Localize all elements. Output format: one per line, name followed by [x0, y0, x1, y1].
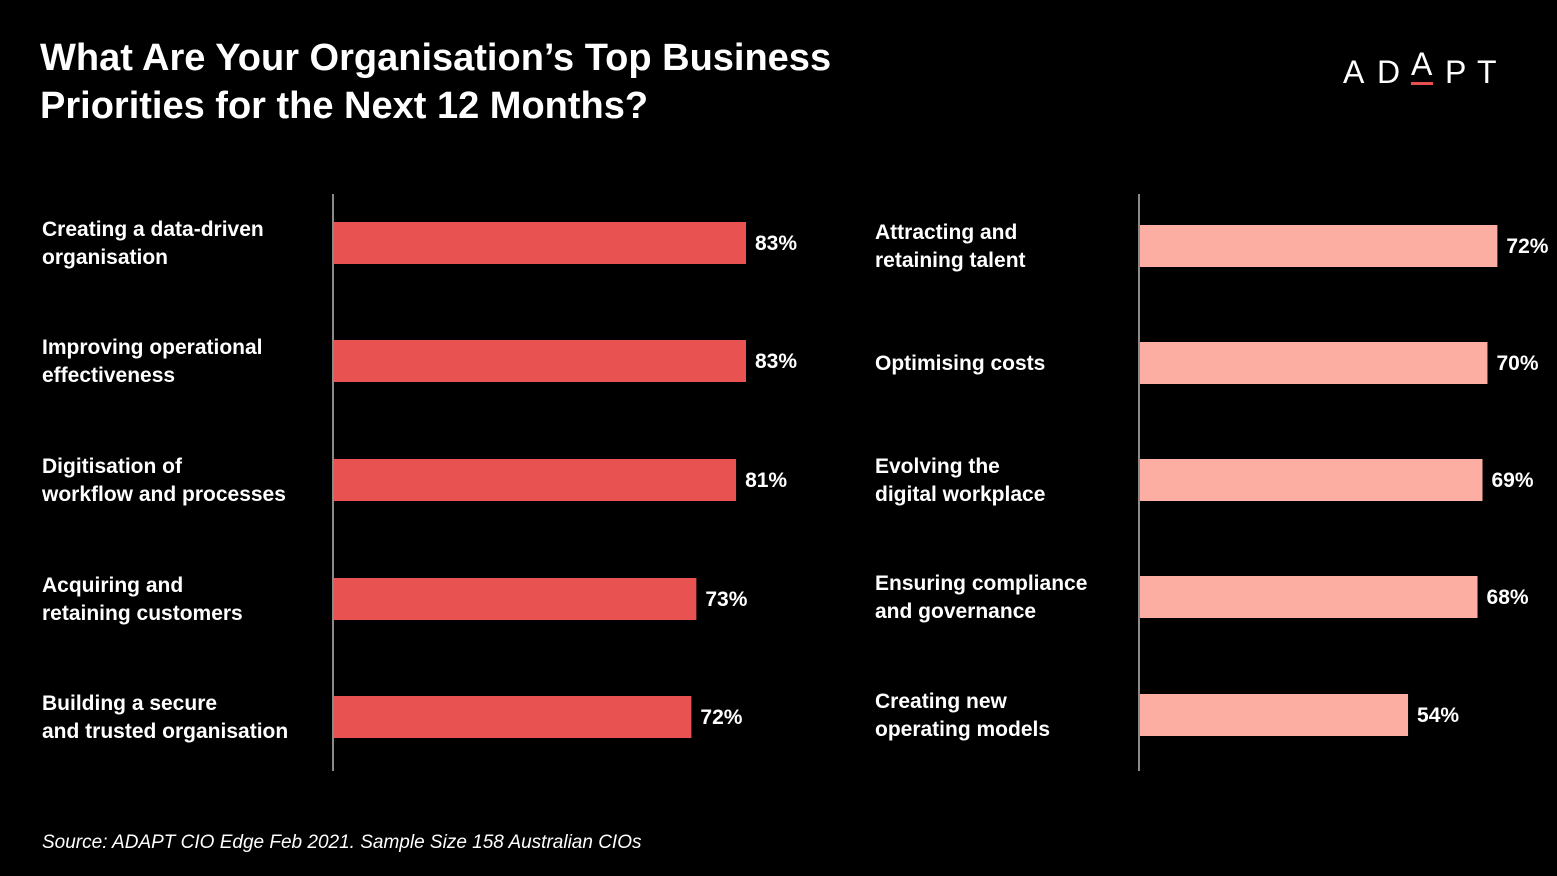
bar: [334, 578, 697, 620]
bar: [334, 222, 746, 264]
category-label: Creating a data-driven: [42, 218, 264, 241]
logo-letter: T: [1477, 54, 1497, 90]
bar: [334, 696, 692, 738]
category-label: Attracting and: [875, 221, 1017, 244]
value-label: 83%: [755, 232, 797, 255]
category-label: and trusted organisation: [42, 720, 288, 743]
category-label: Digitisation of: [42, 455, 183, 478]
value-label: 73%: [705, 588, 747, 611]
category-label: digital workplace: [875, 483, 1045, 506]
category-label: and governance: [875, 600, 1036, 623]
bar: [1140, 342, 1488, 384]
source-note: Source: ADAPT CIO Edge Feb 2021. Sample …: [42, 832, 642, 853]
chart-title: What Are Your Organisation’s Top Busines…: [40, 34, 940, 130]
category-label: workflow and processes: [41, 483, 286, 506]
bar: [1140, 459, 1483, 501]
category-label: Ensuring compliance: [875, 572, 1087, 595]
value-label: 72%: [1506, 235, 1548, 258]
logo-letter: D: [1377, 54, 1401, 90]
value-label: 81%: [745, 469, 787, 492]
value-label: 83%: [755, 350, 797, 373]
title-line-2: Priorities for the Next 12 Months?: [40, 85, 649, 127]
category-label: Acquiring and: [42, 574, 183, 597]
category-label: Improving operational: [42, 336, 263, 359]
value-label: 70%: [1496, 352, 1538, 375]
category-label: retaining talent: [875, 249, 1026, 272]
category-label: Optimising costs: [875, 352, 1045, 375]
logo-letter: A: [1411, 46, 1433, 82]
category-label: Building a secure: [42, 692, 217, 715]
value-label: 54%: [1417, 704, 1459, 727]
logo-accent-bar: [1411, 82, 1433, 85]
value-label: 68%: [1487, 586, 1529, 609]
category-label: effectiveness: [42, 364, 175, 387]
category-label: retaining customers: [42, 602, 243, 625]
value-label: 72%: [700, 706, 742, 729]
title-line-1: What Are Your Organisation’s Top Busines…: [40, 37, 832, 79]
bar: [1140, 694, 1409, 736]
category-label: organisation: [42, 246, 168, 269]
logo-letter: P: [1445, 54, 1467, 90]
adapt-logo: A D A P T: [1343, 46, 1503, 92]
category-label: Creating new: [875, 690, 1008, 713]
value-label: 69%: [1492, 469, 1534, 492]
logo-letter: A: [1343, 54, 1365, 90]
category-label: Evolving the: [875, 455, 1000, 478]
category-label: operating models: [875, 718, 1050, 741]
bar: [1140, 225, 1498, 267]
bar: [334, 340, 746, 382]
bar: [334, 459, 737, 501]
bar: [1140, 576, 1478, 618]
